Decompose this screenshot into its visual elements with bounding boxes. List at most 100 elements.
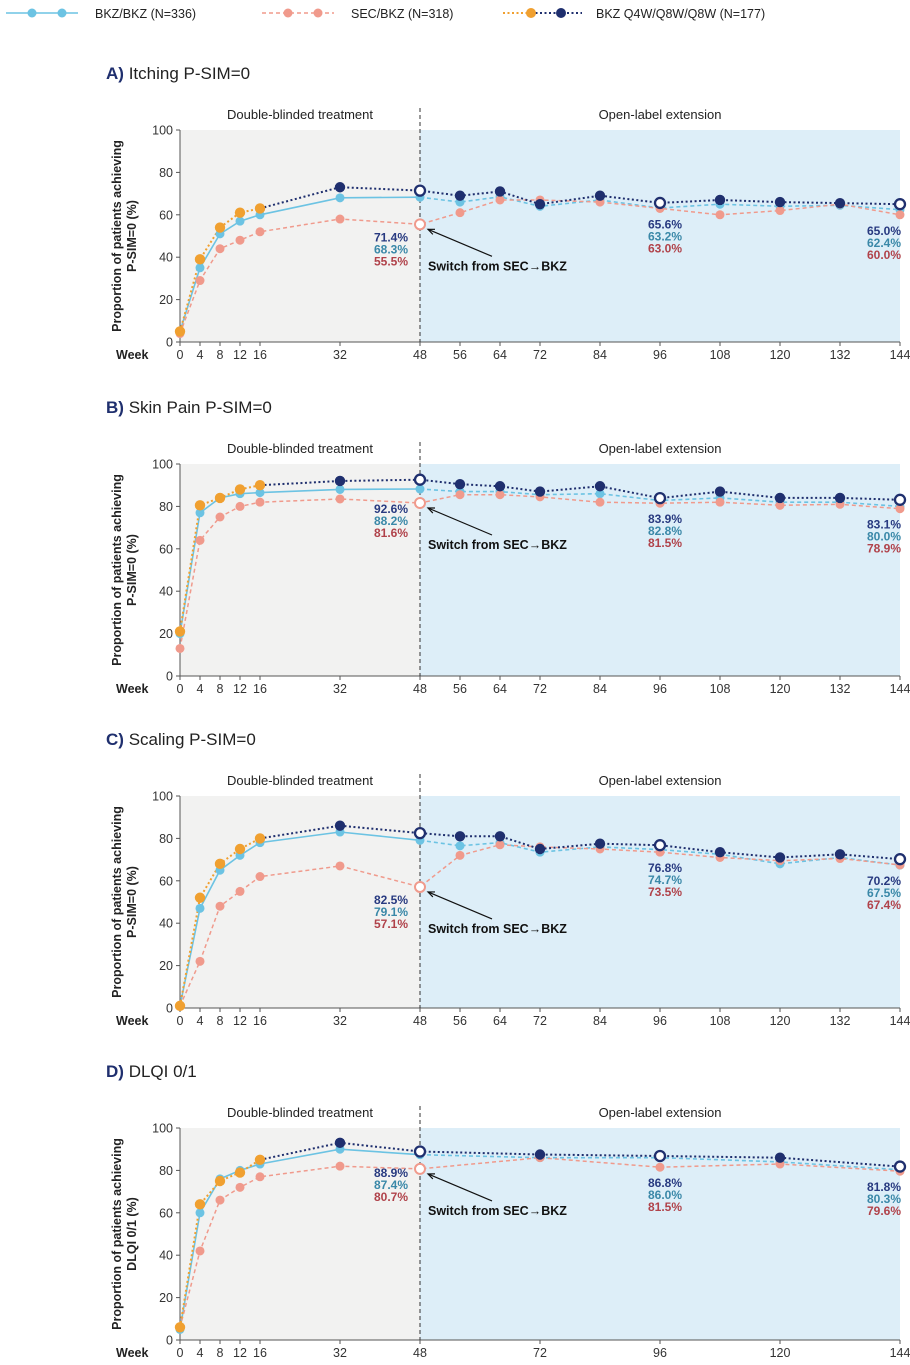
- point-bkz-bkz: [595, 489, 605, 499]
- point-bkz-bkz: [415, 484, 425, 494]
- x-tick-label: 120: [770, 1014, 791, 1028]
- point-bkz-q4w: [494, 481, 506, 492]
- x-tick-label: 64: [493, 348, 507, 362]
- point-bkz-q4w: [174, 1322, 186, 1333]
- point-bkz-bkz: [235, 216, 245, 226]
- point-bkz-q4w: [194, 1199, 206, 1210]
- y-axis-label-line1: Proportion of patients achieving: [110, 1138, 124, 1330]
- point-bkz-q4w: [534, 199, 546, 210]
- point-bkz-q4w: [454, 831, 466, 842]
- point-bkz-q4w: [893, 493, 907, 506]
- y-axis-label-line1: Proportion of patients achieving: [110, 140, 124, 332]
- point-bkz-q4w: [714, 486, 726, 497]
- panel-letter: A): [106, 64, 124, 83]
- x-tick-label: 48: [413, 682, 427, 696]
- legend-label-sec-bkz: SEC/BKZ (N=318): [351, 7, 453, 21]
- point-sec-bkz: [255, 1172, 265, 1182]
- panel-title: B) Skin Pain P-SIM=0: [106, 398, 272, 418]
- point-bkz-q4w: [534, 1149, 546, 1160]
- y-tick-label: 60: [159, 208, 173, 222]
- point-sec-bkz: [335, 861, 345, 871]
- point-bkz-q4w: [454, 478, 466, 490]
- x-tick-label: 4: [197, 682, 204, 696]
- x-tick-label: 16: [253, 682, 267, 696]
- switch-note: Switch from SEC→BKZ: [428, 538, 567, 552]
- point-sec-bkz: [195, 956, 205, 966]
- x-axis-label-week: Week: [116, 1014, 148, 1028]
- x-tick-label: 72: [533, 1346, 547, 1360]
- legend-label-bkz-bkz: BKZ/BKZ (N=336): [95, 7, 196, 21]
- x-tick-label: 84: [593, 348, 607, 362]
- x-axis-label-week: Week: [116, 1346, 148, 1360]
- y-tick-label: 100: [152, 124, 173, 138]
- switch-arrow-shaft: [427, 507, 493, 536]
- x-tick-label: 144: [890, 1346, 910, 1360]
- point-sec-bkz: [195, 1246, 205, 1256]
- series-line-bkz-q4w-early: [179, 1158, 261, 1328]
- y-axis-label: Proportion of patients achievingP-SIM=0 …: [110, 140, 139, 332]
- point-bkz-q4w: [893, 853, 907, 866]
- panel-scaling: C) Scaling P-SIM=0 Double-blinded treatm…: [0, 730, 910, 1040]
- point-bkz-q4w: [174, 1000, 186, 1012]
- x-tick-label: 96: [653, 1346, 667, 1360]
- value-label: 81.5%: [648, 536, 682, 550]
- point-sec-bkz: [715, 497, 725, 507]
- y-axis-label-line1: Proportion of patients achieving: [110, 806, 124, 998]
- x-axis-label-week: Week: [116, 682, 148, 696]
- switch-arrow-head: [426, 507, 436, 514]
- y-axis-label-line2: P-SIM=0 (%): [125, 534, 139, 606]
- x-tick-label: 120: [770, 348, 791, 362]
- point-sec-bkz: [175, 643, 185, 653]
- point-sec-bkz: [775, 500, 785, 510]
- value-label: 81.5%: [648, 1200, 682, 1214]
- panel-title-text: Skin Pain P-SIM=0: [128, 398, 272, 417]
- point-bkz-bkz: [335, 484, 345, 494]
- point-bkz-q4w: [774, 1152, 786, 1163]
- point-bkz-q4w: [194, 892, 206, 903]
- x-tick-label: 0: [177, 682, 184, 696]
- x-tick-label: 4: [197, 1014, 204, 1028]
- y-axis-label-line2: DLQI 0/1 (%): [125, 1197, 139, 1271]
- point-sec-bkz: [215, 1195, 225, 1205]
- double-blind-region: [180, 1128, 420, 1340]
- y-axis-label-line2: P-SIM=0 (%): [125, 866, 139, 938]
- point-bkz-q4w: [774, 196, 786, 208]
- panel-skin-pain: B) Skin Pain P-SIM=0 Double-blinded trea…: [0, 398, 910, 708]
- x-tick-label: 12: [233, 1014, 247, 1028]
- panel-itching: A) Itching P-SIM=0 Double-blinded treatm…: [0, 64, 910, 374]
- point-bkz-q4w: [334, 1137, 346, 1149]
- point-sec-bkz: [895, 210, 905, 220]
- y-tick-label: 60: [159, 1206, 173, 1220]
- y-tick-label: 80: [159, 1164, 173, 1178]
- point-sec-bkz: [235, 501, 245, 511]
- series-line-bkz-bkz-extension: [419, 195, 901, 211]
- x-tick-label: 4: [197, 348, 204, 362]
- y-tick-label: 100: [152, 458, 173, 472]
- value-label: 67.5%: [867, 886, 901, 900]
- point-bkz-bkz: [195, 263, 205, 273]
- point-bkz-bkz: [455, 841, 465, 851]
- panel-letter: C): [106, 730, 124, 749]
- x-tick-label: 72: [533, 682, 547, 696]
- switch-arrow-shaft: [427, 1173, 493, 1202]
- x-tick-label: 56: [453, 1014, 467, 1028]
- point-bkz-q4w: [594, 481, 606, 492]
- x-tick-label: 12: [233, 1346, 247, 1360]
- x-tick-label: 48: [413, 1014, 427, 1028]
- point-sec-bkz: [235, 1182, 245, 1192]
- y-tick-label: 40: [159, 251, 173, 265]
- x-tick-label: 64: [493, 1014, 507, 1028]
- panel-dlqi: D) DLQI 0/1 Double-blinded treatment Open…: [0, 1062, 910, 1365]
- y-tick-label: 60: [159, 542, 173, 556]
- point-sec-bkz: [655, 1162, 665, 1172]
- point-sec-bkz: [495, 195, 505, 205]
- x-tick-label: 64: [493, 682, 507, 696]
- point-sec-bkz: [255, 497, 265, 507]
- value-label: 74.7%: [648, 873, 682, 887]
- x-tick-label: 16: [253, 1014, 267, 1028]
- y-axis-label: Proportion of patients achievingDLQI 0/1…: [110, 1138, 139, 1330]
- y-tick-label: 0: [166, 1334, 173, 1348]
- point-bkz-q4w: [774, 492, 786, 504]
- x-tick-label: 120: [770, 682, 791, 696]
- point-bkz-q4w: [413, 1145, 427, 1158]
